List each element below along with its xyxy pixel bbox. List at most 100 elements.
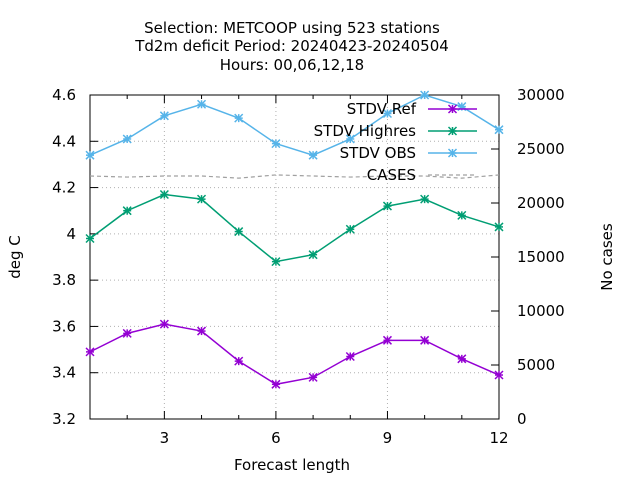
legend-label: STDV Ref [347, 100, 417, 118]
marker-d2 [122, 206, 132, 216]
series-stdv-highres [85, 189, 504, 267]
y2-tick-label: 15000 [517, 248, 565, 266]
y-tick-label: 3.6 [52, 317, 76, 335]
marker-d2 [420, 194, 430, 204]
data-point [271, 139, 281, 149]
marker-d2 [494, 222, 504, 232]
y-tick-label: 3.2 [52, 410, 76, 428]
data-point [494, 222, 504, 232]
data-point [271, 379, 281, 389]
data-point [420, 90, 430, 100]
data-point [308, 150, 318, 160]
data-point [122, 134, 132, 144]
data-point [197, 326, 207, 336]
title-line-3: Hours: 00,06,12,18 [220, 56, 364, 74]
marker-d2 [85, 150, 95, 160]
marker-d2 [457, 354, 467, 364]
data-point [457, 354, 467, 364]
y-tick-label: 3.8 [52, 271, 76, 289]
chart-title: Selection: METCOOP using 523 stations Td… [134, 19, 449, 74]
y-tick-label: 4.6 [52, 86, 76, 104]
data-point [271, 257, 281, 267]
legend-label: STDV OBS [340, 144, 416, 162]
marker-d2 [197, 99, 207, 109]
series-layer [85, 90, 504, 389]
data-point [494, 125, 504, 135]
marker-d2 [447, 126, 458, 136]
legend-entry: STDV Highres [314, 122, 477, 140]
y-axis-label: deg C [6, 235, 24, 279]
marker-d2 [85, 233, 95, 244]
marker-d2 [234, 113, 244, 123]
x-axis-label: Forecast length [234, 456, 350, 474]
data-point [457, 210, 467, 220]
marker-d2 [382, 108, 392, 119]
data-point [197, 99, 207, 109]
marker-d2 [271, 257, 281, 267]
data-point [159, 189, 169, 200]
marker-d2 [197, 326, 207, 336]
data-point [345, 351, 355, 362]
data-point [382, 335, 392, 345]
marker-d2 [382, 201, 392, 211]
marker-d2 [345, 351, 355, 362]
data-point [494, 370, 504, 380]
y2-tick-label: 25000 [517, 140, 565, 158]
y2-tick-label: 0 [517, 410, 527, 428]
grid [90, 95, 499, 419]
marker-d2 [271, 379, 281, 389]
marker-d2 [345, 224, 355, 234]
legend: STDV Ref STDV Highres STDV OBS CASES [314, 100, 477, 184]
marker-d2 [159, 189, 169, 200]
data-point [345, 134, 355, 144]
x-tick-label: 12 [489, 429, 508, 447]
series-line [89, 323, 500, 386]
data-point [308, 372, 318, 382]
marker-d2 [85, 347, 95, 357]
marker-d2 [122, 134, 132, 144]
title-line-1: Selection: METCOOP using 523 stations [144, 19, 440, 37]
axis-ticks: 3.2 3.4 3.6 3.8 4 4.2 4.4 4.6 0 5000 10000 15000 200… [52, 86, 565, 447]
marker-d2 [345, 134, 355, 144]
marker-d2 [271, 139, 281, 149]
data-point [85, 347, 95, 357]
data-point [85, 233, 95, 244]
series-line [89, 94, 500, 156]
legend-entry: STDV Ref [347, 100, 477, 118]
series-stdv-ref [85, 319, 504, 389]
x-tick-label: 9 [383, 429, 393, 447]
data-point [382, 108, 392, 119]
data-point [122, 328, 132, 338]
data-point [345, 224, 355, 234]
data-point [122, 206, 132, 216]
marker-d2 [308, 372, 318, 382]
marker-d2 [159, 319, 169, 329]
y2-tick-label: 20000 [517, 194, 565, 212]
legend-marker [447, 104, 458, 114]
series-stdv-obs [85, 90, 504, 160]
data-point [420, 194, 430, 204]
legend-marker [447, 126, 458, 136]
legend-entry: STDV OBS [340, 144, 477, 162]
data-point [234, 227, 244, 237]
marker-d2 [420, 335, 430, 345]
marker-d2 [234, 356, 244, 366]
y-tick-label: 4.2 [52, 179, 76, 197]
marker-d2 [197, 194, 207, 204]
legend-label: CASES [367, 166, 416, 184]
marker-d2 [447, 104, 458, 114]
y-tick-label: 4.4 [52, 132, 76, 150]
data-point [420, 335, 430, 345]
marker-d2 [447, 148, 458, 158]
data-point [234, 113, 244, 123]
y2-tick-label: 10000 [517, 302, 565, 320]
data-point [308, 250, 318, 260]
data-point [234, 356, 244, 366]
data-point [382, 201, 392, 211]
x-tick-label: 6 [271, 429, 281, 447]
marker-d2 [234, 227, 244, 237]
title-line-2: Td2m deficit Period: 20240423-20240504 [134, 37, 449, 55]
marker-d2 [308, 150, 318, 160]
marker-d2 [420, 90, 430, 100]
